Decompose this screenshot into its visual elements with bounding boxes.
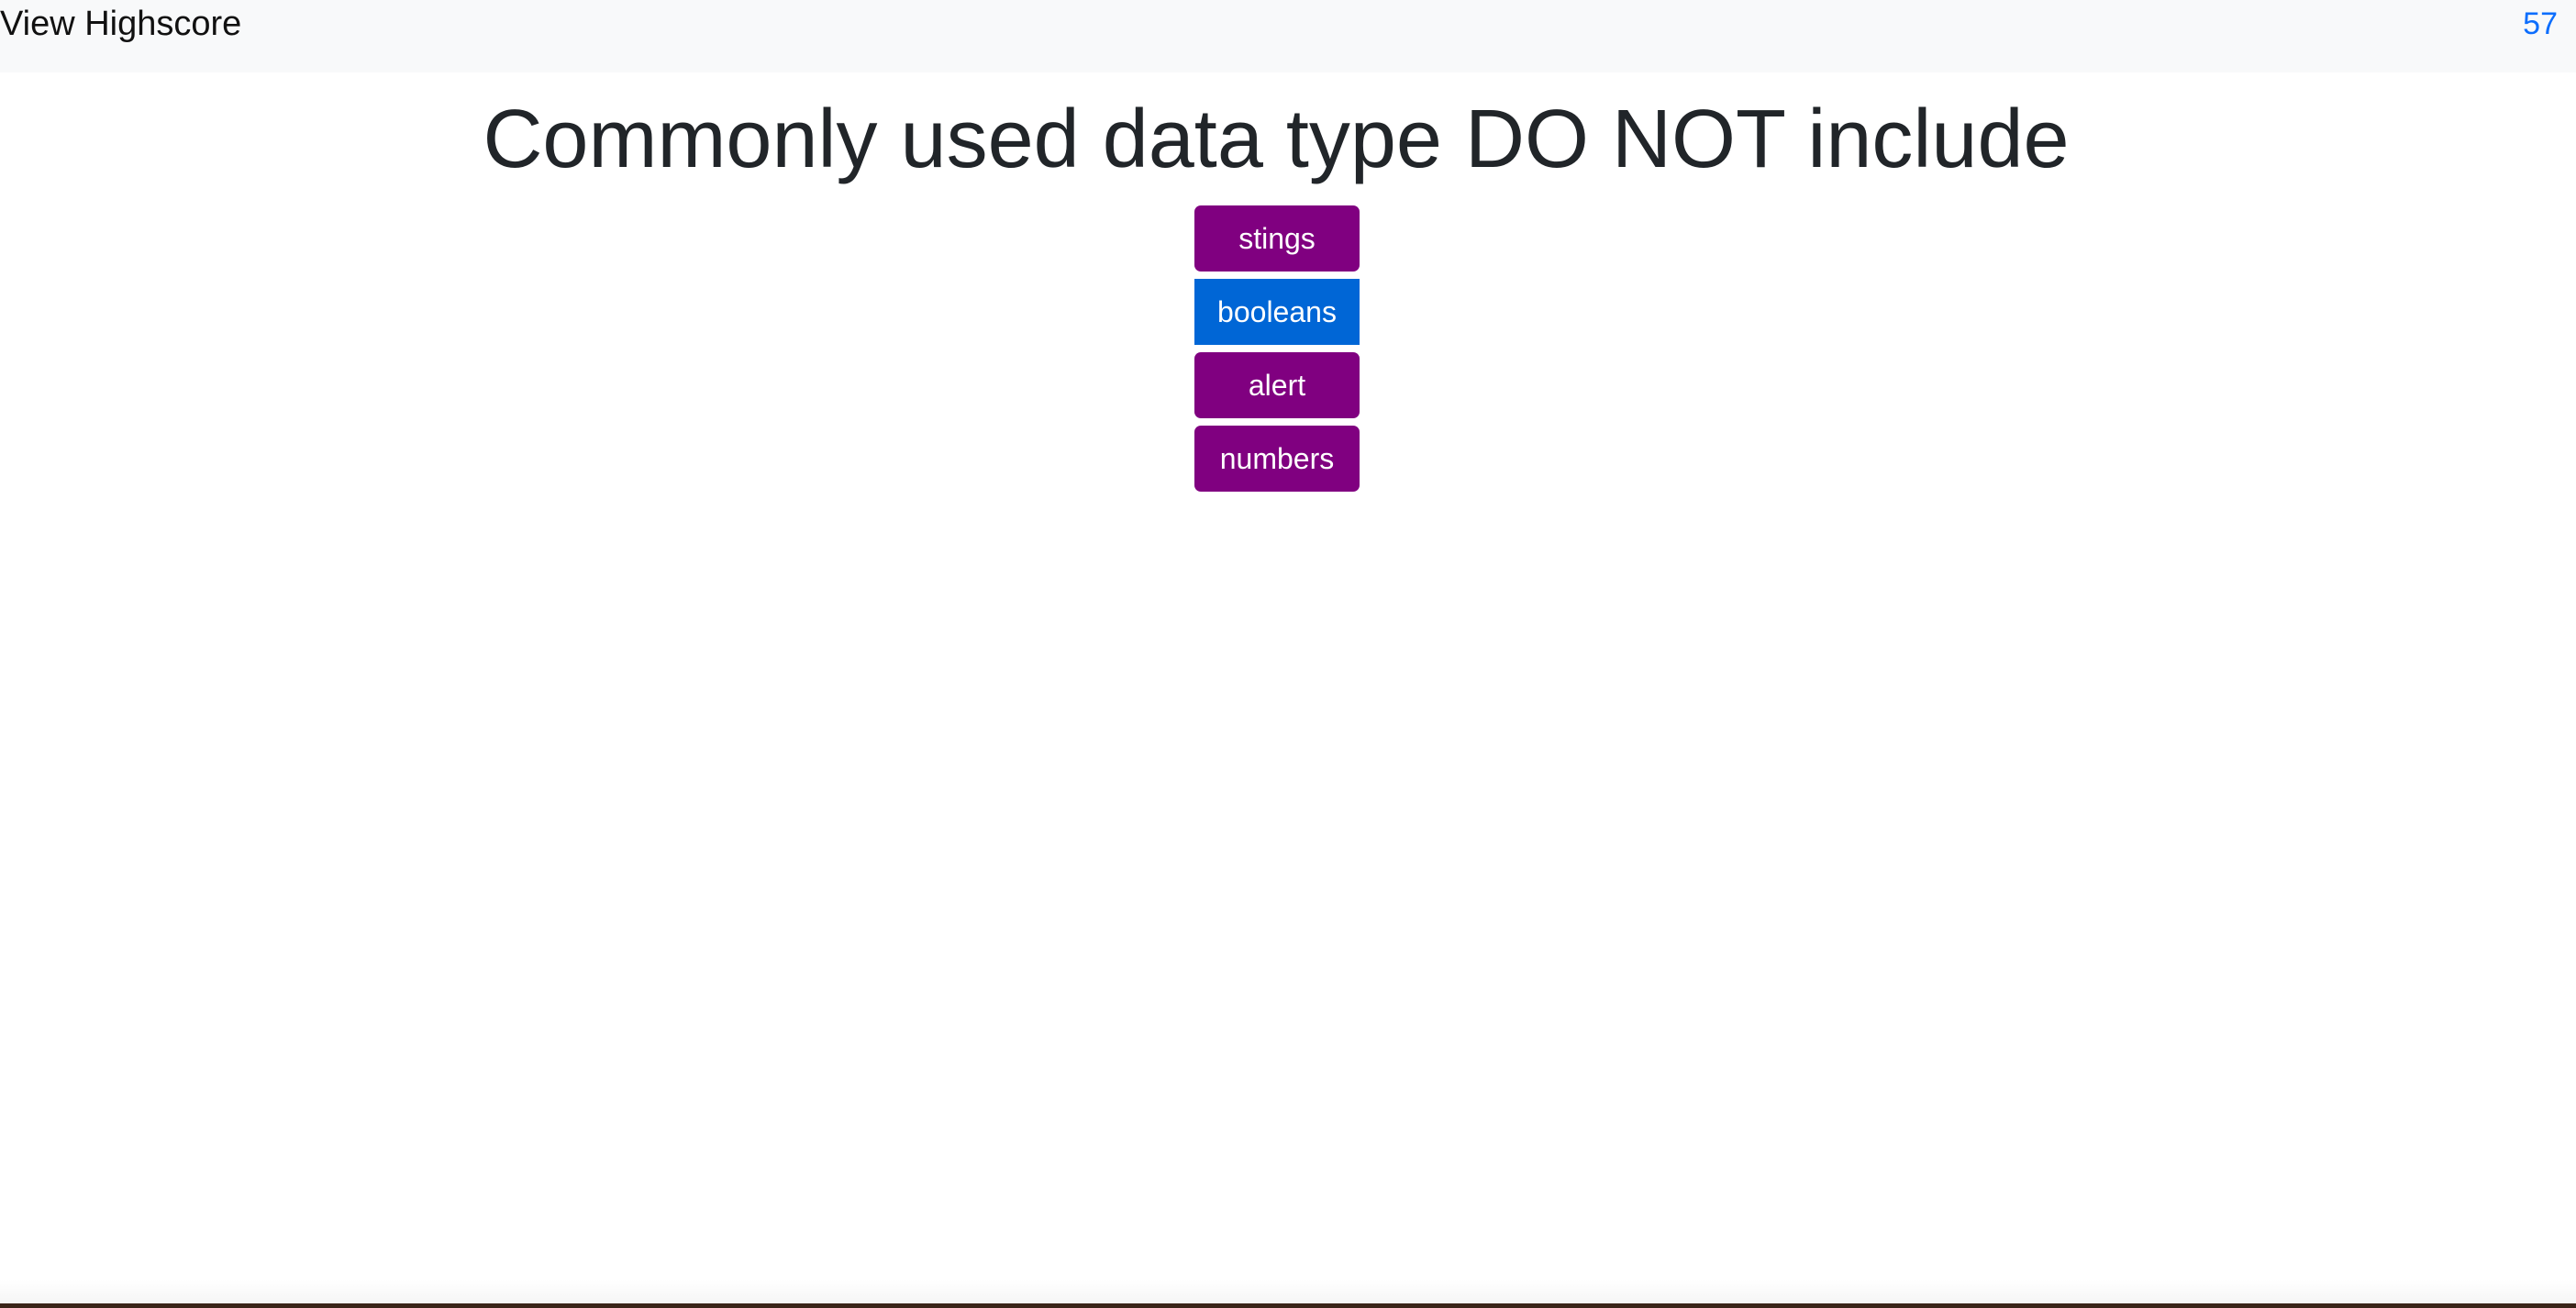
answer-button-numbers[interactable]: numbers: [1194, 426, 1360, 492]
answer-button-alert[interactable]: alert: [1194, 352, 1360, 418]
navbar: View Highscore 57: [0, 0, 2576, 72]
window-bottom-edge: [0, 1303, 2576, 1308]
question-title: Commonly used data type DO NOT include: [0, 92, 2552, 187]
timer-countdown: 57: [2523, 4, 2558, 44]
answer-button-booleans[interactable]: booleans: [1194, 279, 1360, 345]
answer-button-stings[interactable]: stings: [1194, 205, 1360, 272]
view-highscore-link[interactable]: View Highscore: [0, 4, 241, 44]
answer-list: stings booleans alert numbers: [1194, 205, 1360, 499]
